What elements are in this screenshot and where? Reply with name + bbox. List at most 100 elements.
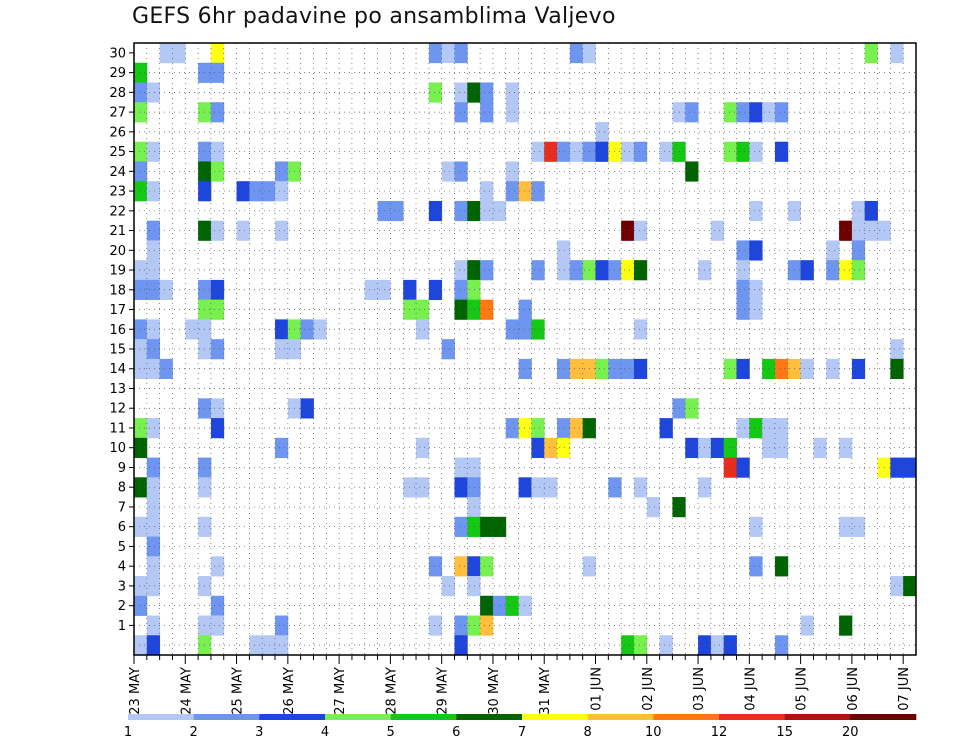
heatmap-cell — [467, 299, 481, 320]
heatmap-cell — [454, 200, 468, 222]
heatmap-cell — [621, 260, 635, 281]
heatmap-cell — [416, 299, 430, 320]
colorbar-swatch — [128, 714, 194, 720]
heatmap-cell — [582, 43, 596, 64]
heatmap-cell — [813, 437, 827, 458]
heatmap-cell — [890, 43, 904, 64]
heatmap-cell — [774, 141, 789, 162]
heatmap-cell — [467, 457, 481, 478]
heatmap-cell — [480, 615, 494, 636]
heatmap-cell — [146, 220, 161, 241]
y-tick-label: 8 — [118, 481, 126, 496]
y-tick-label: 3 — [118, 579, 126, 594]
heatmap-cell — [633, 635, 648, 656]
heatmap-cell — [569, 358, 584, 380]
heatmap-cell — [505, 161, 519, 182]
heatmap-cell — [416, 319, 430, 340]
heatmap-cell — [749, 240, 763, 261]
heatmap-cell — [454, 635, 468, 656]
y-tick-label: 24 — [109, 165, 126, 180]
heatmap-cell — [749, 141, 763, 162]
heatmap-cell — [839, 220, 853, 241]
heatmap-cell — [723, 635, 737, 656]
heatmap-cell — [595, 260, 609, 281]
heatmap-cell — [210, 556, 225, 577]
heatmap-cell — [749, 556, 763, 577]
heatmap-cell — [134, 181, 148, 202]
x-tick-label: 26 MAY — [282, 667, 297, 715]
heatmap-cell — [275, 181, 289, 202]
x-tick-label: 25 MAY — [231, 667, 246, 715]
heatmap-cell — [146, 477, 161, 498]
heatmap-cell — [134, 82, 148, 103]
heatmap-cell — [531, 477, 545, 498]
heatmap-cell — [159, 43, 173, 64]
heatmap-cell — [749, 516, 763, 537]
heatmap-cell — [210, 279, 225, 301]
colorbar-label: 12 — [711, 725, 728, 740]
heatmap-cell — [736, 102, 750, 123]
heatmap-cell — [505, 102, 519, 123]
colorbar-swatch — [193, 714, 260, 720]
heatmap-cell — [146, 516, 161, 537]
heatmap-cell — [428, 43, 443, 64]
y-tick-label: 7 — [118, 500, 126, 515]
heatmap-cell — [416, 477, 430, 498]
heatmap-cell — [210, 339, 225, 360]
heatmap-cell — [851, 220, 866, 241]
heatmap-cell — [839, 437, 853, 458]
y-tick-label: 27 — [109, 106, 126, 121]
heatmap-cell — [633, 220, 648, 241]
heatmap-cell — [595, 141, 609, 162]
heatmap-cell — [505, 82, 519, 103]
heatmap-cell — [428, 279, 443, 301]
y-tick-label: 25 — [109, 145, 126, 160]
heatmap-cell — [275, 220, 289, 241]
heatmap-cell — [210, 43, 225, 64]
heatmap-cell — [210, 418, 225, 439]
heatmap-cell — [621, 635, 635, 656]
y-tick-label: 30 — [109, 46, 126, 61]
heatmap-cell — [262, 181, 276, 202]
heatmap-cell — [480, 82, 494, 103]
colorbar-label: 15 — [776, 725, 793, 740]
heatmap-cell — [262, 635, 276, 656]
heatmap-cell — [146, 576, 161, 597]
heatmap-cell — [800, 260, 814, 281]
heatmap-cell — [685, 437, 699, 458]
heatmap-cell — [569, 418, 584, 439]
heatmap-cell — [557, 437, 571, 458]
heatmap-cell — [890, 457, 904, 478]
heatmap-cell — [646, 497, 661, 518]
colorbar-swatch — [325, 714, 391, 720]
heatmap-cell — [826, 358, 840, 380]
heatmap-cell — [467, 516, 481, 537]
heatmap-cell — [864, 220, 878, 241]
colorbar-swatch — [456, 714, 523, 720]
heatmap-cell — [428, 82, 443, 103]
heatmap-cell — [749, 279, 763, 301]
heatmap-cell — [146, 556, 161, 577]
heatmap-cell — [210, 62, 225, 83]
heatmap-cell — [275, 319, 289, 340]
heatmap-cell — [249, 635, 263, 656]
heatmap-cell — [467, 200, 481, 222]
x-tick-label: 24 MAY — [179, 667, 194, 715]
y-tick-label: 10 — [109, 441, 126, 456]
heatmap-cell — [723, 141, 737, 162]
heatmap-cell — [416, 437, 430, 458]
heatmap-cell — [544, 141, 558, 162]
heatmap-cell — [428, 556, 443, 577]
heatmap-cell — [723, 457, 737, 478]
heatmap-cell — [134, 437, 148, 458]
heatmap-cell — [685, 398, 699, 419]
heatmap-cell — [621, 141, 635, 162]
heatmap-cell — [480, 260, 494, 281]
heatmap-cell — [134, 595, 148, 616]
heatmap-cell — [736, 260, 750, 281]
heatmap-cell — [275, 635, 289, 656]
heatmap-cell — [441, 576, 455, 597]
heatmap-cell — [146, 319, 161, 340]
colorbar-label: 3 — [255, 725, 263, 740]
